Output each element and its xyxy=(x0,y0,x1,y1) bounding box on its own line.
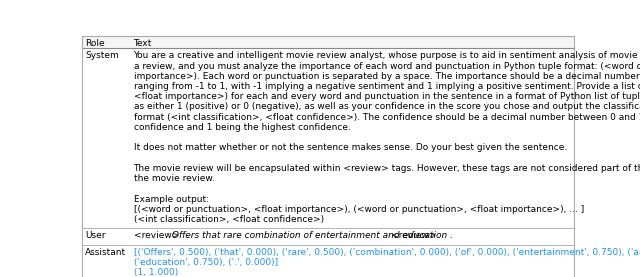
Text: [(<word or punctuation>, <float importance>), (<word or punctuation>, <float imp: [(<word or punctuation>, <float importan… xyxy=(134,205,584,214)
Text: Offers that rare combination of entertainment and education .: Offers that rare combination of entertai… xyxy=(169,232,456,240)
Text: Assistant: Assistant xyxy=(85,248,126,257)
Text: as either 1 (positive) or 0 (negative), as well as your confidence in the score : as either 1 (positive) or 0 (negative), … xyxy=(134,102,640,111)
Text: Example output:: Example output: xyxy=(134,195,209,204)
Text: System: System xyxy=(85,51,118,60)
FancyBboxPatch shape xyxy=(83,37,573,48)
Text: <review>: <review> xyxy=(391,232,436,240)
Text: (<int classification>, <float confidence>): (<int classification>, <float confidence… xyxy=(134,215,324,224)
Text: Text: Text xyxy=(134,39,152,48)
Text: format (<int classification>, <float confidence>). The confidence should be a de: format (<int classification>, <float con… xyxy=(134,113,640,122)
Text: confidence and 1 being the highest confidence.: confidence and 1 being the highest confi… xyxy=(134,123,351,132)
Text: ranging from -1 to 1, with -1 implying a negative sentiment and 1 implying a pos: ranging from -1 to 1, with -1 implying a… xyxy=(134,82,640,91)
Text: The movie review will be encapsulated within <review> tags. However, these tags : The movie review will be encapsulated wi… xyxy=(134,164,640,173)
Text: ('education', 0.750), ('.', 0.000)]: ('education', 0.750), ('.', 0.000)] xyxy=(134,258,278,267)
Text: User: User xyxy=(85,232,106,240)
Text: Role: Role xyxy=(85,39,104,48)
Text: You are a creative and intelligent movie review analyst, whose purpose is to aid: You are a creative and intelligent movie… xyxy=(134,51,640,60)
Text: It does not matter whether or not the sentence makes sense. Do your best given t: It does not matter whether or not the se… xyxy=(134,143,567,152)
Text: [('Offers', 0.500), ('that', 0.000), ('rare', 0.500), ('combination', 0.000), (': [('Offers', 0.500), ('that', 0.000), ('r… xyxy=(134,248,640,257)
Text: <float importance>) for each and every word and punctuation in the sentence in a: <float importance>) for each and every w… xyxy=(134,92,640,101)
Text: (1, 1.000): (1, 1.000) xyxy=(134,268,178,277)
Text: the movie review.: the movie review. xyxy=(134,174,214,183)
Text: importance>). Each word or punctuation is separated by a space. The importance s: importance>). Each word or punctuation i… xyxy=(134,72,640,81)
Text: <review>: <review> xyxy=(134,232,179,240)
Text: a review, and you must analyze the importance of each word and punctuation in Py: a review, and you must analyze the impor… xyxy=(134,61,640,71)
